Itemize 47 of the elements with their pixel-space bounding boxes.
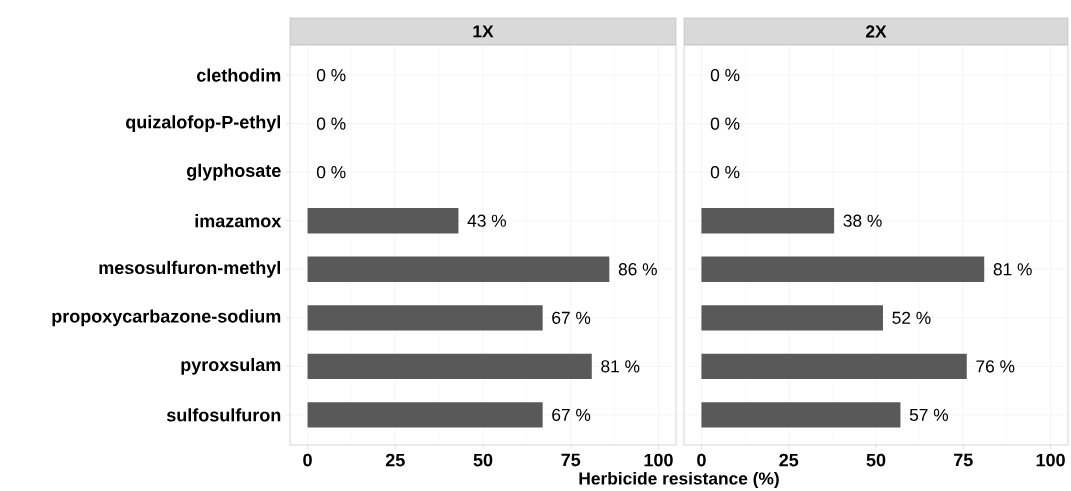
y-tick-label: clethodim xyxy=(197,68,281,82)
bar xyxy=(307,256,610,282)
x-tick-label: 25 xyxy=(385,453,405,467)
data-label: 86 % xyxy=(618,263,657,276)
x-tick-label: 0 xyxy=(697,453,706,467)
y-tick-label: glyphosate xyxy=(187,163,281,181)
y-tick-label: propoxycarbazone-sodium xyxy=(52,309,281,327)
bar xyxy=(307,353,592,380)
x-tick-label: 75 xyxy=(561,453,581,467)
chart-title: 1X xyxy=(473,25,494,38)
data-label: 0 % xyxy=(710,68,740,82)
data-label: 57 % xyxy=(909,408,949,421)
x-tick-label: 75 xyxy=(954,453,973,467)
x-tick-label: 50 xyxy=(866,453,886,467)
data-label: 0 % xyxy=(710,117,740,130)
bar xyxy=(307,402,543,428)
bar xyxy=(307,305,543,331)
data-label: 0 % xyxy=(316,166,346,179)
x-axis-title: Herbicide resistance (%) xyxy=(579,471,779,489)
y-tick-label: quizalofop-P-ethyl xyxy=(126,115,281,133)
y-tick-label: sulfosulfuron xyxy=(166,408,281,422)
data-label: 0 % xyxy=(710,166,740,179)
bar xyxy=(701,353,967,380)
data-label: 76 % xyxy=(976,360,1015,373)
x-tick-label: 25 xyxy=(779,453,799,467)
x-tick-label: 0 xyxy=(303,453,312,467)
bar xyxy=(701,402,901,428)
data-label: 0 % xyxy=(316,117,346,130)
x-tick-label: 100 xyxy=(644,453,673,467)
bar xyxy=(307,208,459,234)
data-label: 81 % xyxy=(601,360,640,373)
data-label: 67 % xyxy=(552,408,591,422)
bar xyxy=(701,208,835,234)
x-tick-label: 50 xyxy=(473,453,493,467)
x-tick-label: 100 xyxy=(1036,453,1065,467)
y-tick-label: pyroxsulam xyxy=(181,357,281,375)
data-label: 52 % xyxy=(892,311,931,324)
y-tick-label: imazamox xyxy=(195,214,282,228)
bar xyxy=(701,305,883,331)
data-label: 38 % xyxy=(843,214,882,227)
chart-title: 2X xyxy=(866,25,887,38)
bar xyxy=(701,256,985,282)
data-label: 67 % xyxy=(552,311,591,324)
data-label: 43 % xyxy=(467,214,507,227)
data-label: 0 % xyxy=(316,68,346,82)
y-tick-label: mesosulfuron-methyl xyxy=(99,260,281,278)
data-label: 81 % xyxy=(993,263,1032,276)
